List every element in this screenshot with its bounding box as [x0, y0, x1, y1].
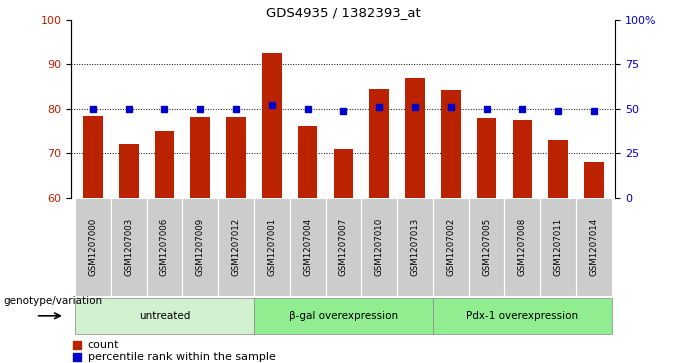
Bar [433, 298, 612, 334]
Bar [584, 162, 604, 198]
Bar [254, 198, 290, 296]
Text: untreated: untreated [139, 311, 190, 321]
Text: genotype/variation: genotype/variation [3, 296, 103, 306]
Bar [505, 198, 540, 296]
Bar [548, 140, 568, 198]
Text: GSM1207001: GSM1207001 [267, 218, 276, 276]
Bar [361, 198, 397, 296]
Bar [75, 298, 254, 334]
Text: GSM1207009: GSM1207009 [196, 218, 205, 276]
Bar [83, 115, 103, 198]
Text: β-gal overexpression: β-gal overexpression [289, 311, 398, 321]
Text: GSM1207006: GSM1207006 [160, 218, 169, 276]
Bar [182, 198, 218, 296]
Bar [397, 198, 433, 296]
Text: GSM1207008: GSM1207008 [518, 218, 527, 276]
Title: GDS4935 / 1382393_at: GDS4935 / 1382393_at [266, 6, 421, 19]
Text: GSM1207014: GSM1207014 [590, 218, 598, 276]
Text: GSM1207011: GSM1207011 [554, 218, 562, 276]
Bar [226, 117, 246, 198]
Bar [147, 198, 182, 296]
Bar [469, 198, 505, 296]
Text: percentile rank within the sample: percentile rank within the sample [88, 352, 275, 362]
Bar [254, 298, 433, 334]
Bar [119, 144, 139, 198]
Bar [218, 198, 254, 296]
Text: GSM1207013: GSM1207013 [411, 218, 420, 276]
Bar [154, 131, 174, 198]
Bar [513, 120, 532, 198]
Bar [576, 198, 612, 296]
Bar [405, 78, 425, 198]
Text: GSM1207000: GSM1207000 [88, 218, 97, 276]
Bar [334, 149, 353, 198]
Text: GSM1207012: GSM1207012 [231, 218, 241, 276]
Text: GSM1207010: GSM1207010 [375, 218, 384, 276]
Bar [477, 118, 496, 198]
Text: GSM1207003: GSM1207003 [124, 218, 133, 276]
Text: GSM1207005: GSM1207005 [482, 218, 491, 276]
Bar [290, 198, 326, 296]
Bar [540, 198, 576, 296]
Bar [190, 117, 210, 198]
Bar [326, 198, 361, 296]
Text: Pdx-1 overexpression: Pdx-1 overexpression [466, 311, 579, 321]
Bar [75, 198, 111, 296]
Bar [298, 126, 318, 198]
Bar [369, 89, 389, 198]
Bar [441, 90, 460, 198]
Bar [262, 53, 282, 198]
Text: GSM1207007: GSM1207007 [339, 218, 348, 276]
Bar [433, 198, 469, 296]
Text: GSM1207002: GSM1207002 [446, 218, 456, 276]
Text: count: count [88, 340, 119, 350]
Bar [111, 198, 147, 296]
Text: GSM1207004: GSM1207004 [303, 218, 312, 276]
